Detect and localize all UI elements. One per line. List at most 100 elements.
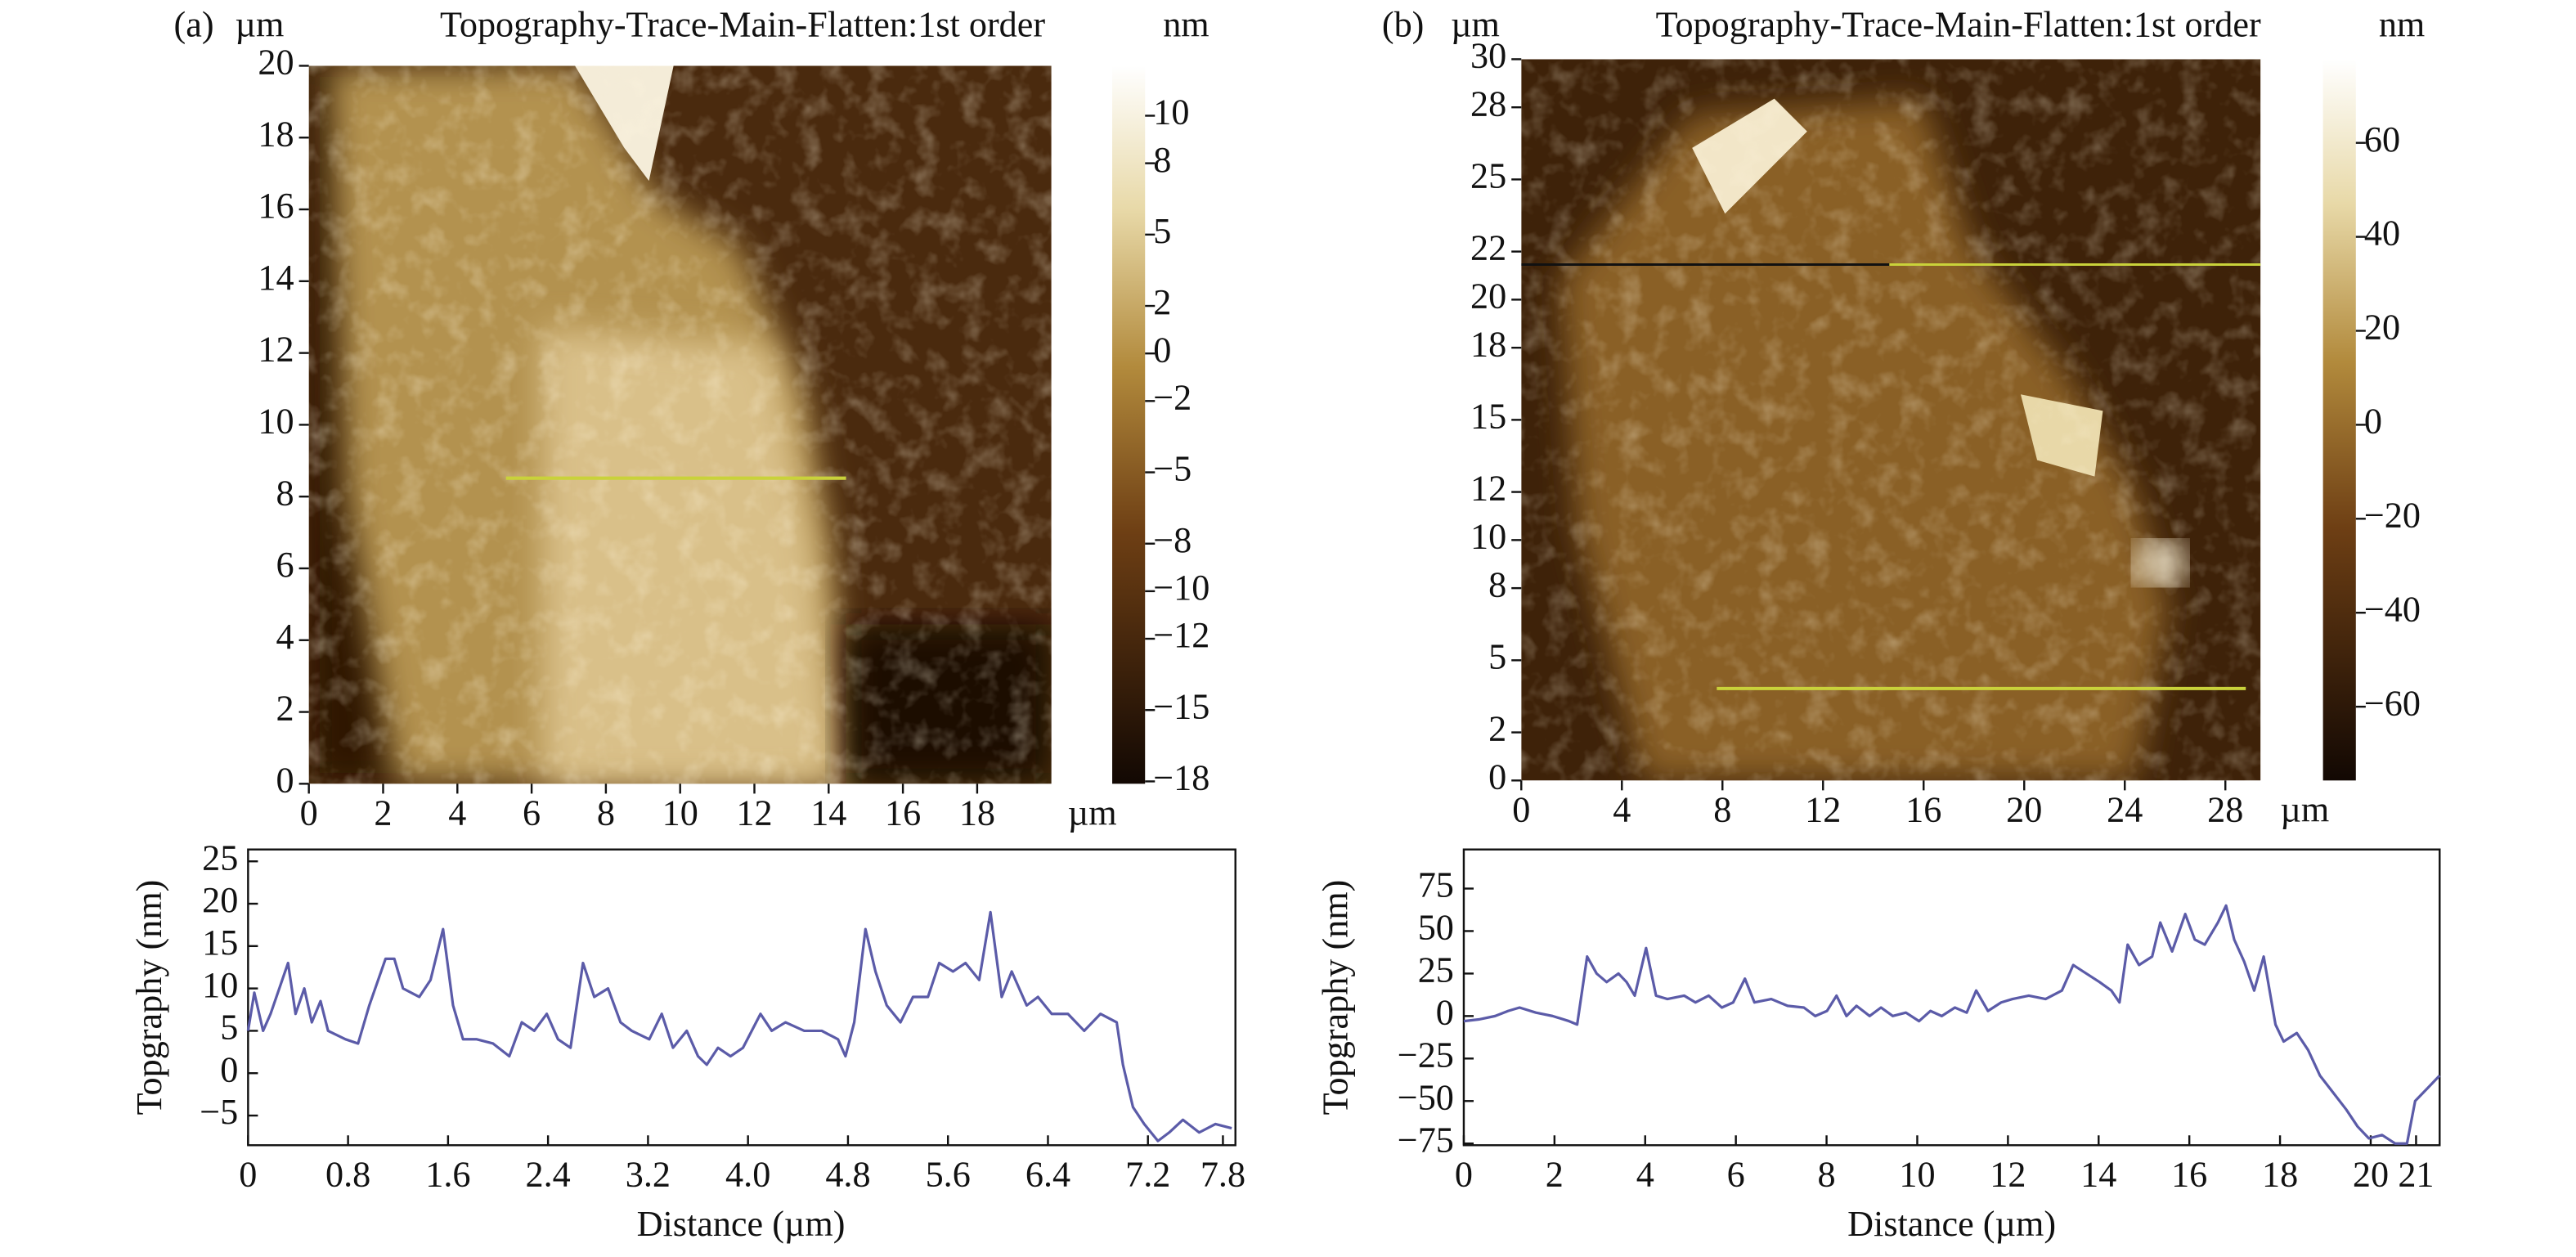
y-tick-label: 15 [1470,397,1506,437]
x-tick-label: 18 [959,793,995,833]
x-tick-label: 14 [2080,1155,2116,1195]
x-axis-label: Distance (µm) [1847,1204,2056,1244]
x-tick-label: 8 [1713,790,1731,830]
x-tick-label: 12 [1805,790,1841,830]
y-tick-label: 18 [258,114,294,154]
y-tick-label: −5 [200,1092,238,1132]
x-axis-label: Distance (µm) [637,1204,846,1244]
y-tick-label: 10 [202,965,238,1005]
x-unit: µm [2280,790,2329,830]
y-tick-label: 16 [258,186,294,226]
colorbar-tick-label: 5 [1153,211,1171,251]
x-tick-label: 8 [1818,1155,1836,1195]
y-tick-label: 30 [1470,36,1506,76]
x-tick-label: 5.6 [926,1155,971,1195]
colorbar-tick-label: −5 [1153,449,1192,489]
panel-label: (b) [1382,4,1425,44]
x-tick-label: 4.0 [725,1155,770,1195]
x-tick-label: 20 [2006,790,2042,830]
y-axis-label: Topgraphy (nm) [129,880,169,1116]
colorbar-tick-label: −10 [1153,568,1209,608]
colorbar-tick-label: 20 [2364,308,2400,348]
x-tick-label: 10 [1899,1155,1935,1195]
panel-label: (a) [174,4,214,44]
plot-frame [1462,848,2441,1147]
y-tick-label: 12 [258,330,294,370]
colorbar-tick-label: −12 [1153,615,1209,655]
colorbar-tick-label: 60 [2364,119,2400,159]
y-tick-label: 0 [1436,993,1454,1033]
colorbar-tick-label: −18 [1153,758,1209,798]
x-tick-label: 1.6 [425,1155,470,1195]
x-tick-label: 16 [2171,1155,2207,1195]
afm-image-a [308,65,1052,784]
x-tick-label: 14 [810,793,846,833]
colorbar-tick-label: 10 [1153,92,1189,132]
x-tick-label: 16 [885,793,921,833]
colorbar-tick-label: −15 [1153,686,1209,726]
profile-line [246,910,1232,1143]
colorbar-tick-label: 0 [1153,330,1171,370]
x-tick-label: 2 [374,793,392,833]
y-tick-label: 75 [1418,865,1454,905]
y-tick-label: 22 [1470,228,1506,268]
x-tick-label: 16 [1905,790,1941,830]
y-tick-label: 0 [276,760,294,800]
y-tick-label: 14 [258,258,294,298]
x-tick-label: 0 [1512,790,1530,830]
x-tick-label: 10 [662,793,698,833]
colorbar-tick-label: 0 [2364,402,2382,442]
x-tick-label: 2 [1546,1155,1564,1195]
colorbar-a [1112,65,1146,784]
y-tick-label: 6 [276,545,294,585]
y-tick-label: 28 [1470,83,1506,123]
colorbar-tick-label: 8 [1153,140,1171,180]
y-tick-label: 18 [1470,324,1506,364]
y-tick-label: 0 [1488,756,1506,797]
y-unit: µm [1451,4,1500,44]
y-tick-label: 15 [202,923,238,963]
x-tick-label: 8 [597,793,615,833]
colorbar-tick-label: −20 [2364,495,2421,535]
x-tick-label: 0 [300,793,318,833]
y-tick-label: 20 [1470,276,1506,316]
x-tick-label: 24 [2107,790,2143,830]
x-tick-label: 0 [1455,1155,1473,1195]
y-tick-label: 25 [1470,156,1506,196]
image-title: Topography-Trace-Main-Flatten:1st order [1656,4,2261,44]
y-tick-label: 5 [220,1008,238,1048]
y-tick-label: 8 [1488,564,1506,604]
y-tick-label: 20 [202,880,238,920]
colorbar-b [2322,59,2356,781]
colorbar-tick-label: 2 [1153,282,1171,322]
x-tick-label: 4 [448,793,466,833]
x-tick-label: 3.2 [626,1155,671,1195]
x-tick-label: 6 [1727,1155,1745,1195]
x-tick-label: 6.4 [1025,1155,1070,1195]
x-tick-label: 7.2 [1125,1155,1170,1195]
y-tick-label: 12 [1470,469,1506,509]
y-tick-label: 20 [258,43,294,83]
y-tick-label: −50 [1398,1077,1454,1117]
y-tick-label: 0 [220,1049,238,1089]
x-tick-label: 7.8 [1200,1155,1245,1195]
y-tick-label: 50 [1418,908,1454,948]
y-tick-label: 2 [1488,709,1506,749]
x-tick-label: 4.8 [825,1155,870,1195]
x-tick-label: 2.4 [526,1155,571,1195]
y-axis-label: Topgraphy (nm) [1315,880,1355,1116]
colorbar-tick-label: −60 [2364,683,2421,723]
profile-line [1463,904,2441,1145]
colorbar-tick-label: 40 [2364,213,2400,254]
x-tick-label: 21 [2398,1155,2434,1195]
afm-image-b [1521,59,2261,781]
colorbar-unit: nm [1163,4,1209,44]
y-tick-label: 5 [1488,636,1506,676]
y-tick-label: −75 [1398,1120,1454,1160]
x-tick-label: 12 [736,793,772,833]
x-tick-label: 4 [1613,790,1631,830]
plot-frame [247,848,1236,1147]
y-unit: µm [235,4,284,44]
image-title: Topography-Trace-Main-Flatten:1st order [440,4,1045,44]
